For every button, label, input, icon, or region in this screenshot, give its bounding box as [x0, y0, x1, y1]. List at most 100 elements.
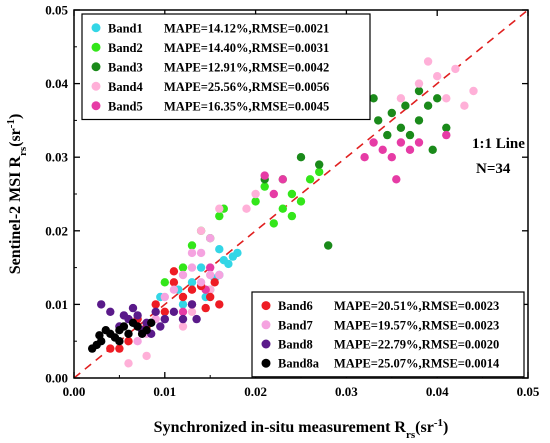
data-point [201, 303, 210, 313]
data-point [192, 314, 201, 324]
series-band5 [178, 130, 451, 316]
y-tick-label: 0.00 [45, 371, 68, 386]
data-point [187, 278, 197, 287]
data-point [414, 79, 424, 88]
legend-label: Band1 [108, 21, 143, 35]
data-point [405, 130, 415, 140]
data-point [374, 116, 383, 125]
legend-stat: MAPE=14.40%,RMSE=0.0031 [164, 41, 329, 55]
data-point [305, 175, 315, 184]
data-point [206, 234, 215, 243]
data-point [178, 263, 188, 272]
data-point [210, 278, 219, 287]
data-point [124, 329, 133, 338]
data-point [315, 160, 324, 169]
legend-marker [91, 23, 101, 33]
data-point [169, 307, 179, 316]
data-point [196, 263, 206, 272]
data-point [169, 267, 179, 276]
data-point [133, 311, 142, 320]
data-point [387, 108, 396, 118]
data-point [460, 101, 469, 110]
legend-marker [91, 81, 101, 91]
data-point [469, 86, 478, 96]
series-band8a [88, 318, 156, 353]
data-point [101, 326, 111, 335]
series-band6 [106, 267, 224, 353]
legend-label: Band5 [108, 99, 143, 113]
x-tick-label: 0.00 [63, 384, 86, 399]
data-point [242, 204, 251, 213]
data-point [178, 292, 188, 302]
legend-stat: MAPE=16.35%,RMSE=0.0045 [164, 99, 329, 113]
data-point [128, 303, 138, 313]
data-point [405, 145, 415, 154]
data-point [206, 270, 215, 280]
one-to-one-label: 1:1 Line [472, 136, 525, 152]
data-point [169, 285, 179, 294]
x-axis-title: Synchronized in-situ measurement Rrs(sr-… [154, 417, 449, 441]
data-point [215, 245, 224, 254]
data-point [88, 344, 97, 353]
data-point [260, 182, 269, 191]
data-point [401, 101, 410, 110]
data-point [187, 285, 197, 294]
data-point [215, 300, 224, 309]
data-point [396, 94, 406, 103]
y-tick-label: 0.01 [45, 297, 68, 312]
data-point [324, 241, 333, 250]
series-band3 [260, 86, 451, 250]
x-tick-label: 0.02 [244, 384, 267, 399]
data-point [115, 344, 124, 353]
data-point [160, 292, 169, 302]
data-point [196, 226, 206, 235]
x-tick-label: 0.05 [517, 384, 540, 399]
data-point [433, 72, 442, 81]
series-band8 [97, 300, 201, 338]
legend-marker [261, 301, 271, 311]
data-point [151, 300, 160, 309]
data-point [414, 116, 424, 125]
data-point [269, 189, 278, 199]
data-point [187, 241, 197, 250]
data-point [124, 359, 133, 368]
legend-marker [91, 42, 101, 52]
data-point [160, 307, 169, 316]
data-point [442, 130, 451, 140]
data-point [97, 300, 106, 309]
data-point [147, 318, 156, 327]
x-tick-label: 0.01 [153, 384, 176, 399]
data-point [196, 278, 206, 287]
data-point [423, 101, 433, 110]
data-point [278, 175, 287, 184]
legend-stat: MAPE=22.79%,RMSE=0.0020 [334, 338, 499, 352]
data-point [260, 171, 269, 180]
legend-marker [91, 101, 101, 111]
legend-label: Band8a [278, 357, 320, 371]
legend-marker [261, 320, 271, 330]
data-point [387, 153, 396, 162]
data-point [287, 189, 297, 199]
data-points [88, 57, 478, 368]
legend-stat: MAPE=25.07%,RMSE=0.0014 [334, 357, 500, 371]
data-point [128, 318, 138, 327]
legend-label: Band4 [108, 80, 143, 94]
data-point [115, 337, 124, 346]
legend-stat: MAPE=14.12%,RMSE=0.0021 [164, 21, 329, 35]
data-point [433, 94, 442, 103]
x-axis-ticks: 0.00 0.01 0.02 0.03 0.04 0.05 [63, 10, 540, 399]
data-point [178, 270, 188, 280]
plot-frame [73, 9, 529, 379]
data-point [369, 94, 378, 103]
legend-stat: MAPE=20.51%,RMSE=0.0023 [334, 299, 499, 313]
data-point [95, 331, 104, 340]
y-tick-label: 0.03 [45, 150, 68, 165]
series-band4 [124, 57, 478, 368]
data-point [156, 322, 165, 331]
legend-marker [91, 62, 101, 72]
data-point [378, 145, 387, 154]
data-point [396, 123, 406, 132]
legend-stat: MAPE=12.91%,RMSE=0.0042 [164, 60, 329, 74]
data-point [206, 263, 215, 272]
data-point [119, 322, 129, 331]
